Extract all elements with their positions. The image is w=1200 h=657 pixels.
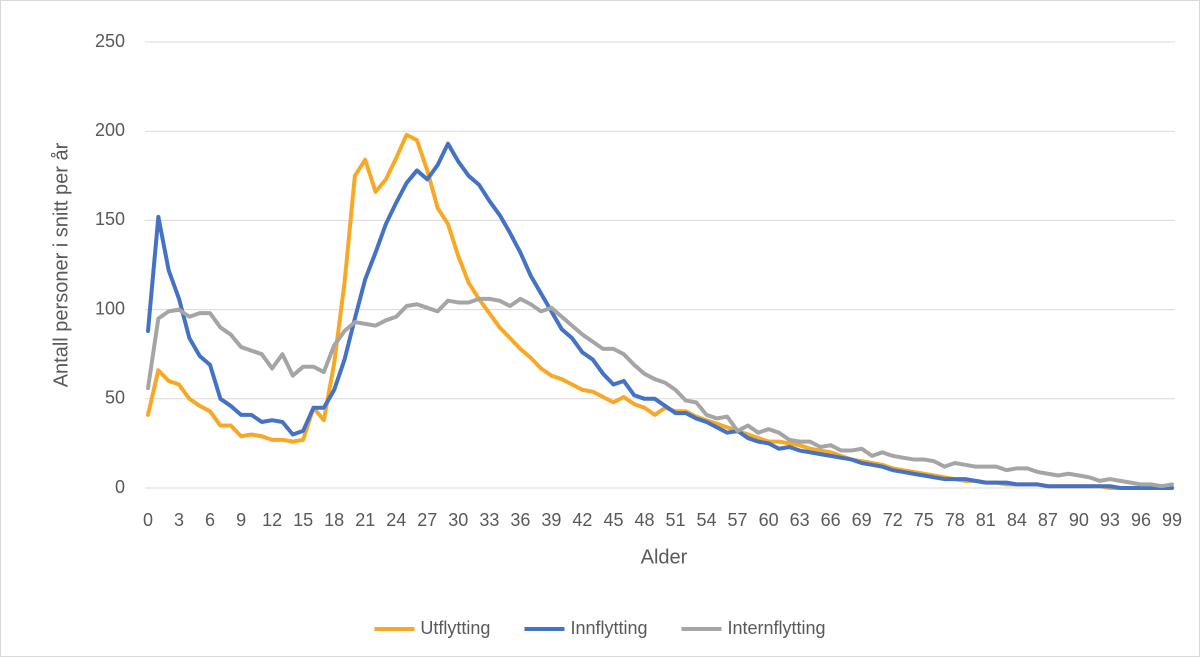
x-tick-label: 36 bbox=[510, 510, 530, 530]
y-tick-label: 250 bbox=[95, 31, 125, 51]
x-tick-label: 60 bbox=[759, 510, 779, 530]
x-tick-label: 18 bbox=[324, 510, 344, 530]
legend-label: Utflytting bbox=[420, 618, 490, 638]
x-tick-label: 33 bbox=[479, 510, 499, 530]
x-axis-title: Alder bbox=[641, 546, 688, 568]
x-tick-label: 57 bbox=[728, 510, 748, 530]
x-tick-label: 9 bbox=[236, 510, 246, 530]
x-tick-label: 39 bbox=[541, 510, 561, 530]
x-tick-label: 21 bbox=[355, 510, 375, 530]
x-tick-label: 30 bbox=[448, 510, 468, 530]
x-tick-label: 84 bbox=[1007, 510, 1027, 530]
x-tick-label: 6 bbox=[205, 510, 215, 530]
x-tick-label: 24 bbox=[386, 510, 406, 530]
x-tick-label: 54 bbox=[697, 510, 717, 530]
x-tick-label: 72 bbox=[883, 510, 903, 530]
x-tick-label: 66 bbox=[821, 510, 841, 530]
y-tick-label: 100 bbox=[95, 298, 125, 318]
x-tick-label: 75 bbox=[914, 510, 934, 530]
y-tick-label: 150 bbox=[95, 209, 125, 229]
y-axis-title: Antall personer i snitt per år bbox=[50, 142, 72, 387]
x-tick-label: 45 bbox=[603, 510, 623, 530]
x-tick-label: 69 bbox=[852, 510, 872, 530]
x-tick-label: 90 bbox=[1069, 510, 1089, 530]
x-tick-label: 99 bbox=[1162, 510, 1182, 530]
x-tick-label: 12 bbox=[262, 510, 282, 530]
x-tick-label: 96 bbox=[1131, 510, 1151, 530]
x-tick-label: 93 bbox=[1100, 510, 1120, 530]
x-tick-label: 42 bbox=[572, 510, 592, 530]
x-tick-label: 78 bbox=[945, 510, 965, 530]
x-tick-label: 81 bbox=[976, 510, 996, 530]
y-tick-label: 0 bbox=[115, 477, 125, 497]
x-tick-label: 51 bbox=[665, 510, 685, 530]
y-tick-label: 200 bbox=[95, 120, 125, 140]
legend-label: Internflytting bbox=[728, 618, 826, 638]
x-tick-label: 3 bbox=[174, 510, 184, 530]
series-line bbox=[146, 296, 1174, 489]
x-tick-label: 0 bbox=[143, 510, 153, 530]
y-tick-label: 50 bbox=[105, 388, 125, 408]
x-tick-label: 15 bbox=[293, 510, 313, 530]
series-line bbox=[146, 141, 1174, 490]
x-tick-label: 27 bbox=[417, 510, 437, 530]
x-tick-label: 63 bbox=[790, 510, 810, 530]
x-tick-label: 48 bbox=[634, 510, 654, 530]
x-tick-label: 87 bbox=[1038, 510, 1058, 530]
legend-label: Innflytting bbox=[570, 618, 647, 638]
